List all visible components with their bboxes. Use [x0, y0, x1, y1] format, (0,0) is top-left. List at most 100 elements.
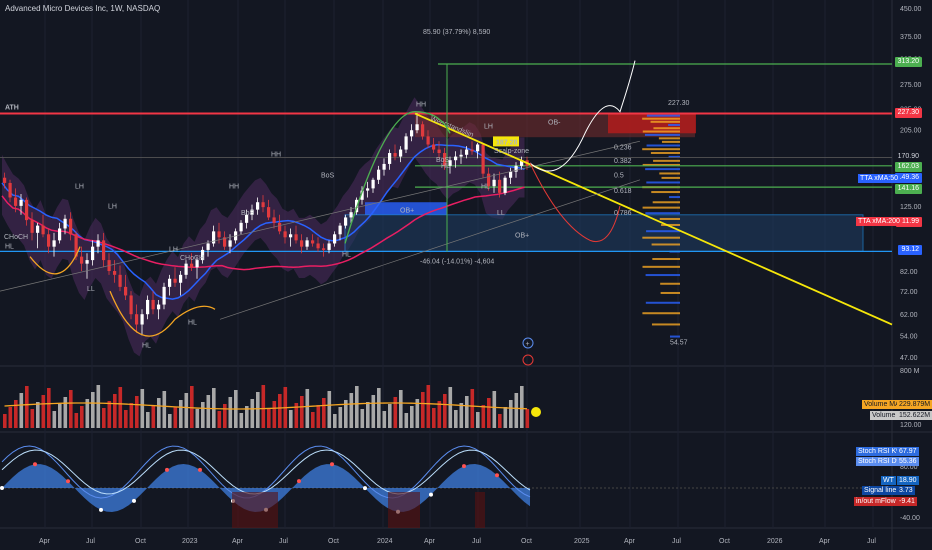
volume-bar [146, 412, 150, 428]
time-axis-label: Oct [135, 538, 146, 545]
signal-dot [495, 473, 499, 478]
structure-label: HL [5, 243, 14, 250]
candle-body [157, 304, 161, 310]
signal-dot [429, 492, 433, 497]
signal-tag: Signal line [862, 486, 899, 495]
ob-label: OB+ [400, 208, 414, 215]
candle-body [206, 243, 210, 250]
time-axis-label: Apr [624, 538, 636, 545]
stoch-k-line [1, 445, 531, 499]
volume-bar [256, 392, 260, 428]
candle-body [14, 197, 18, 206]
mflow-zone [388, 492, 420, 528]
volume-bar [217, 411, 222, 428]
volume-bar [388, 404, 392, 428]
candle-body [283, 231, 287, 238]
candle-body [113, 271, 117, 275]
candle-body [195, 260, 199, 268]
candle-body [366, 188, 370, 191]
candle-body [487, 173, 491, 187]
candle-body [333, 234, 337, 244]
candle-body [520, 160, 524, 166]
volume-bar [168, 414, 172, 428]
chart-title: Advanced Micro Devices Inc, 1W, NASDAQ [5, 4, 161, 13]
plus-icon [522, 337, 534, 349]
volume-bar [349, 393, 354, 428]
stoch-d-line [1, 449, 531, 495]
volume-bar [118, 387, 123, 428]
candle-body [184, 263, 188, 275]
volume-bar [151, 405, 156, 428]
volume-bar [47, 388, 51, 428]
swing-curve [109, 290, 216, 337]
candle-body [151, 299, 155, 310]
volume-bar [173, 407, 178, 428]
volume-profile-bar [646, 181, 680, 184]
volume-profile-bar [652, 258, 680, 261]
signal-dot [33, 462, 37, 467]
price-axis-label: 450.00 [900, 6, 922, 13]
price-box [493, 136, 519, 147]
volume-bar [377, 388, 381, 428]
candle-body [217, 231, 221, 238]
volume-bar [404, 413, 409, 428]
structure-label: BoS [321, 173, 335, 180]
volume-bar [503, 407, 508, 428]
candle-body [459, 154, 463, 157]
price-axis-label: 54.00 [900, 334, 918, 341]
candle-body [91, 246, 95, 261]
price-tag-162: 162.03 [894, 162, 922, 172]
volume-bar [459, 403, 464, 428]
structure-label: BoS [436, 157, 450, 164]
price-cloud [2, 97, 525, 357]
price-axis-label: 62.00 [900, 312, 918, 319]
volume-bar [36, 402, 40, 428]
volume-profile-bar [653, 127, 680, 130]
candle-body [305, 240, 309, 247]
volume-bar [432, 408, 436, 428]
volume-ma-tag: Volume MA [862, 400, 902, 409]
structure-label: HL [342, 252, 351, 259]
volume-profile-bar [646, 230, 680, 233]
structure-label: LL [87, 286, 95, 293]
candle-body [470, 149, 474, 152]
volume-bar [437, 401, 442, 428]
volume-ma-line [4, 402, 528, 410]
volume-profile-bar [642, 206, 680, 209]
time-axis-label: Apr [424, 538, 436, 545]
candle-body [201, 249, 205, 261]
candle-body [316, 243, 320, 249]
volume-bar [195, 409, 200, 428]
candle-body [245, 214, 249, 223]
volume-profile-bar [668, 123, 680, 126]
candle-body [509, 171, 513, 178]
structure-label: HL [188, 320, 197, 327]
mflow-zone [475, 492, 485, 528]
volume-profile-bar [659, 172, 680, 175]
candle-body [393, 153, 397, 157]
ma200-line [1, 186, 525, 271]
volume-bar [338, 407, 343, 428]
volume-bar [344, 400, 348, 428]
volume-bar [63, 397, 68, 428]
candle-body [498, 179, 502, 193]
volume-profile-bar [650, 120, 680, 123]
candle-body [454, 156, 458, 161]
osc-axis-label: 80.00 [900, 464, 918, 471]
volume-bar [333, 414, 337, 428]
signal-dot [297, 479, 301, 484]
candle-body [492, 179, 496, 187]
candle-body [432, 144, 436, 150]
ma50-tag: TTA xMA:50 [858, 174, 900, 183]
volume-bar [162, 391, 167, 428]
candle-body [140, 314, 144, 325]
structure-label: LH [108, 203, 117, 210]
measure-down-label: -46.04 (-14.01%) -4,604 [420, 259, 494, 266]
candle-body [327, 243, 331, 250]
candle-body [52, 240, 56, 247]
volume-bar [85, 399, 90, 428]
candle-body [173, 278, 177, 283]
signal-dot [0, 486, 4, 490]
volume-profile-bar [642, 163, 680, 166]
